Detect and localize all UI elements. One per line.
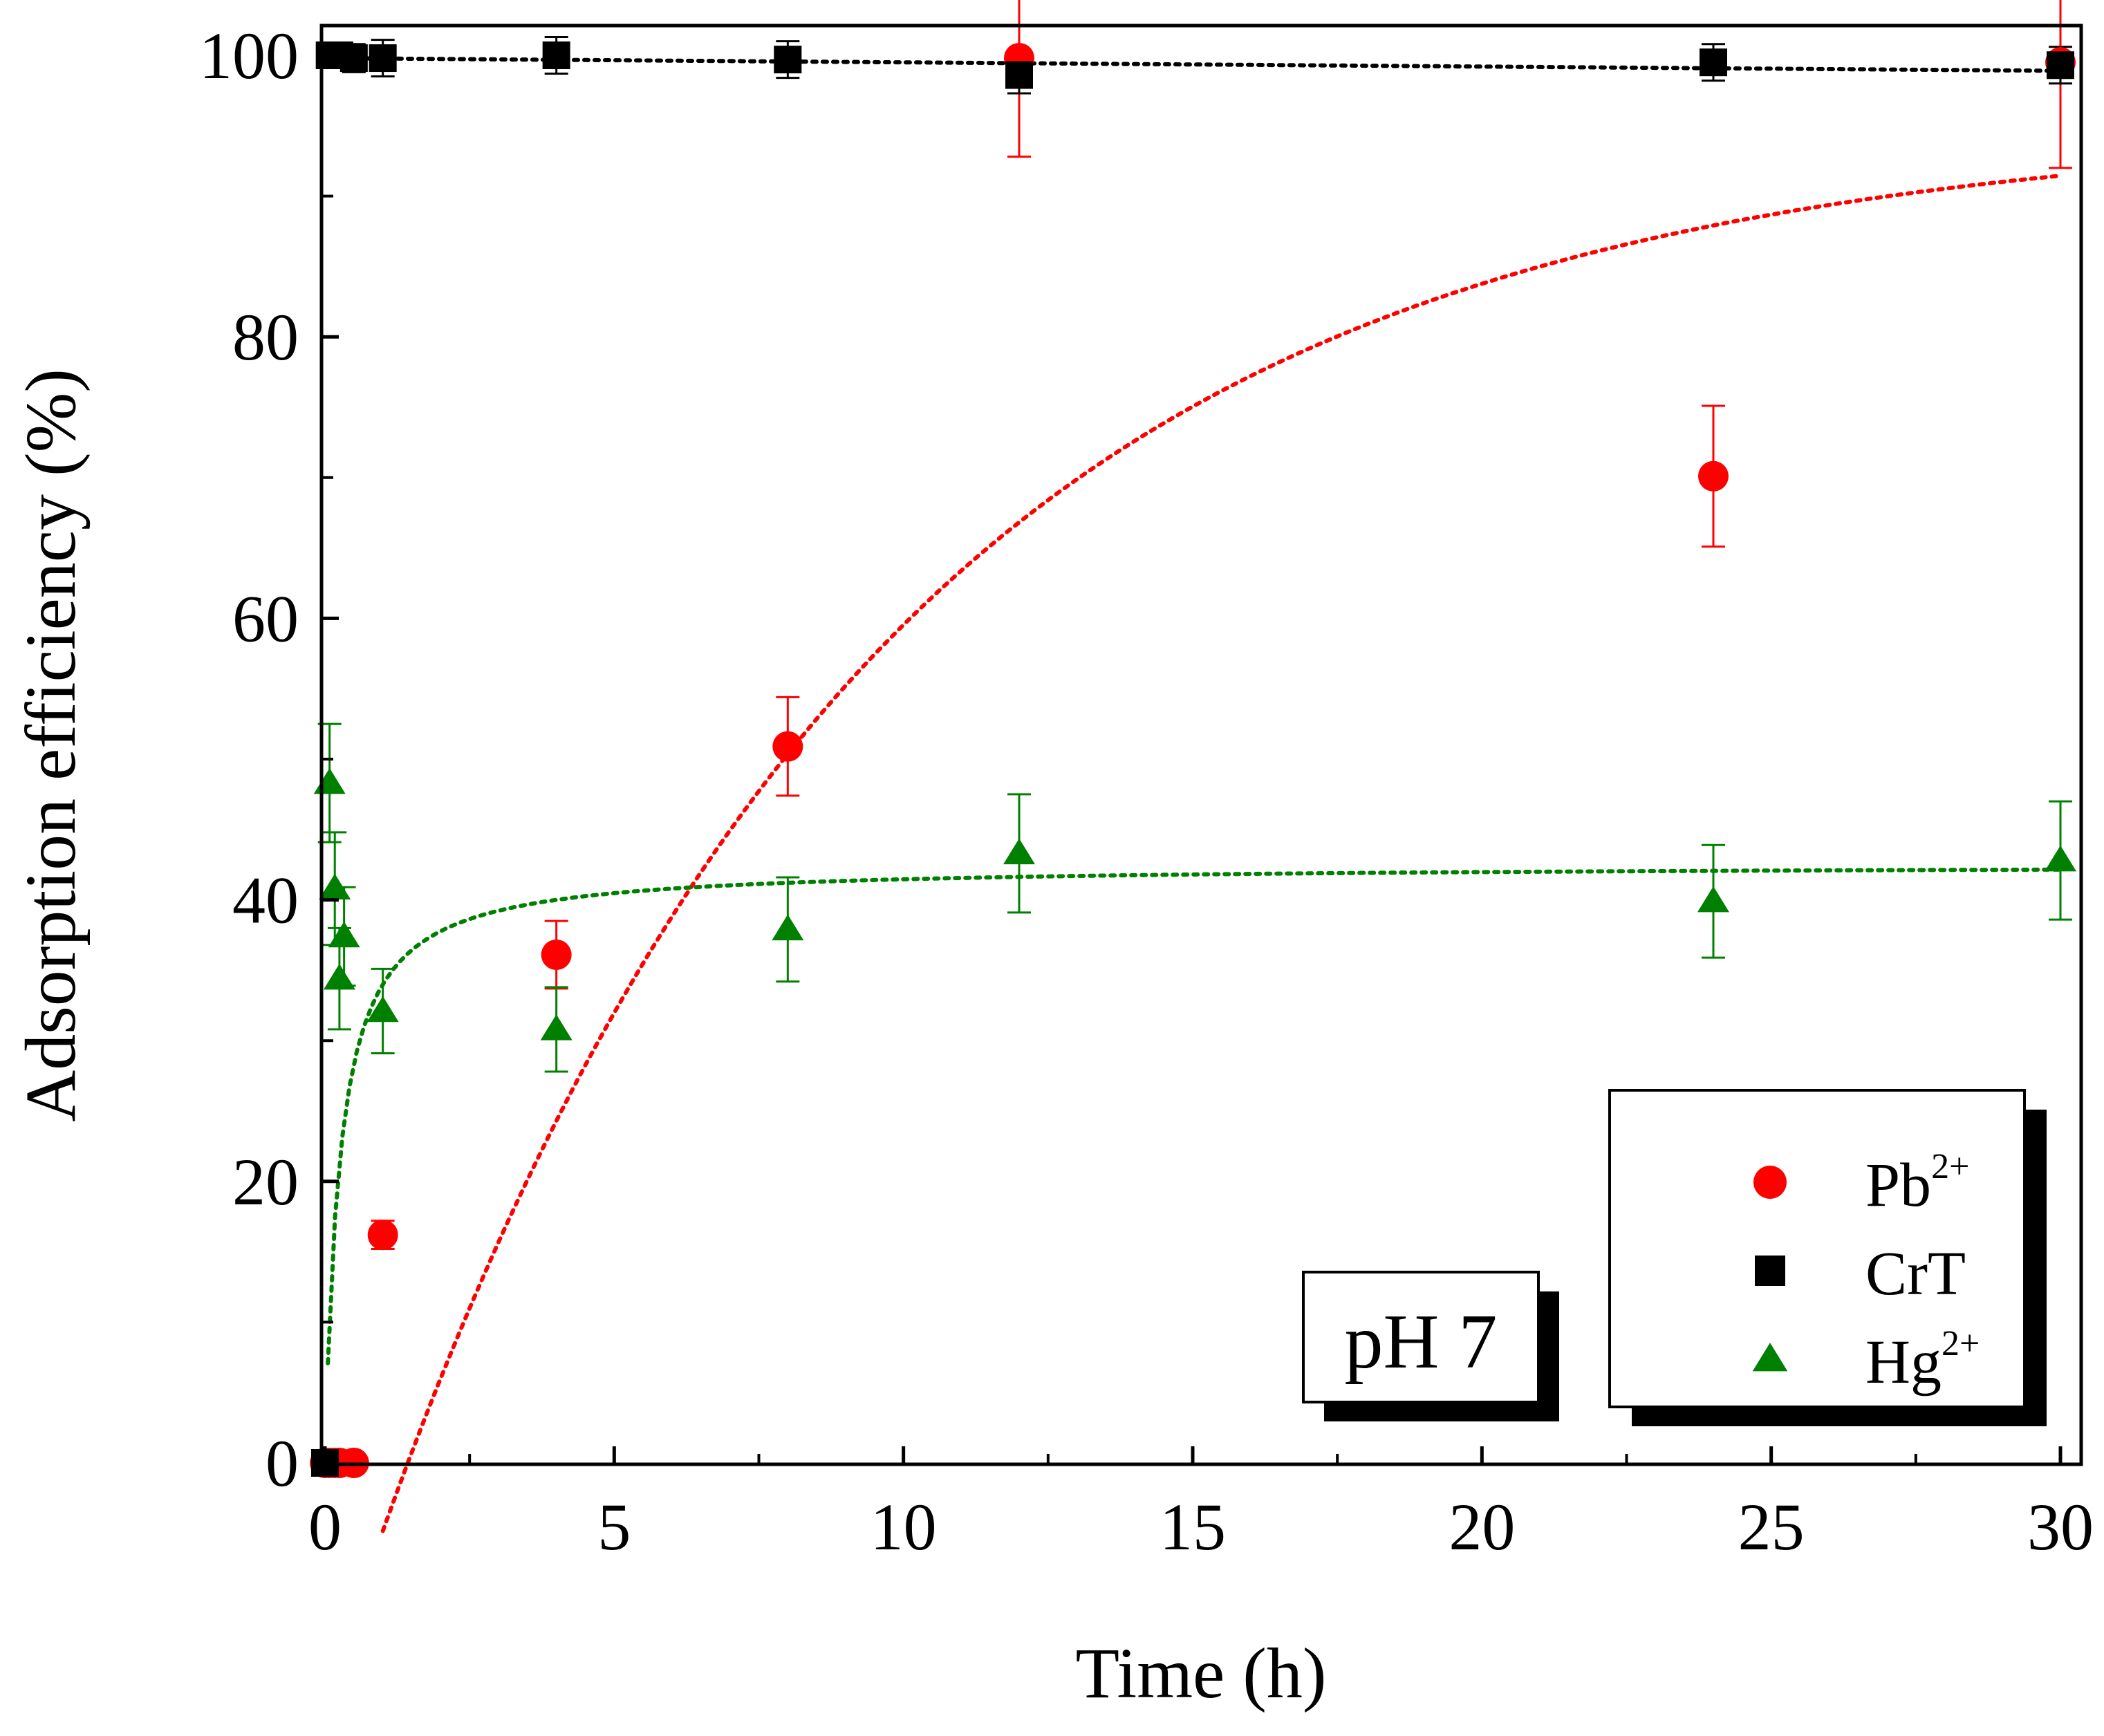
- data-point-pb: [541, 940, 572, 971]
- data-point-hg: [772, 914, 804, 941]
- fit-curve-crt: [323, 56, 2063, 73]
- legend-marker-crt: [1755, 1256, 1785, 1286]
- fit-curve-pb: [380, 174, 2063, 1533]
- data-point-hg: [1003, 838, 1035, 865]
- data-point-crt: [2047, 51, 2074, 80]
- data-point-pb: [1698, 460, 1729, 492]
- y-tick-label: 0: [266, 1426, 299, 1500]
- y-tick-label: 40: [232, 864, 299, 937]
- data-point-crt: [1005, 61, 1033, 89]
- annotation-box: pH 7: [1302, 1271, 1559, 1421]
- legend-superscript: 2+: [1931, 1147, 1969, 1186]
- legend-label-crt: CrT: [1865, 1240, 1966, 1308]
- plot-frame: [319, 24, 2083, 1466]
- y-tick-label: 20: [232, 1145, 299, 1219]
- x-tick-label: 15: [1160, 1490, 1226, 1564]
- y-tick-label: 100: [199, 19, 299, 93]
- data-point-hg: [540, 1014, 572, 1040]
- x-tick-label: 20: [1449, 1490, 1515, 1564]
- x-tick-label: 30: [2027, 1490, 2094, 1564]
- data-point-hg: [1697, 886, 1729, 913]
- data-point-pb: [772, 731, 803, 762]
- data-point-hg: [328, 921, 360, 948]
- error-bars: [317, 0, 2072, 1251]
- data-point-hg: [319, 873, 351, 900]
- data-point-hg: [313, 767, 346, 794]
- annotation-label: pH 7: [1345, 1299, 1498, 1385]
- data-point-crt: [369, 44, 397, 73]
- data-point-pb: [367, 1220, 398, 1251]
- legend-marker-hg: [1752, 1343, 1788, 1372]
- x-tick-label: 25: [1738, 1490, 1805, 1564]
- legend-superscript: 2+: [1942, 1324, 1980, 1363]
- data-point-crt: [542, 41, 570, 69]
- legend-marker-pb: [1753, 1166, 1787, 1199]
- x-tick-label: 10: [871, 1490, 937, 1564]
- axes: 0 5 10 15 20 25 30 0 20 40 60 80 100: [199, 19, 2094, 1564]
- y-axis-title: Adsorption efficiency (%): [11, 368, 91, 1122]
- x-tick-label: 0: [308, 1490, 342, 1564]
- y-tick-label: 60: [232, 581, 299, 655]
- data-point-crt: [774, 46, 802, 74]
- x-tick-label: 5: [597, 1490, 631, 1564]
- data-point-hg: [2045, 845, 2076, 872]
- fit-curves: [323, 56, 2063, 1533]
- data-point-hg: [366, 996, 399, 1023]
- fit-curve-hg: [326, 867, 2063, 1365]
- data-point-crt: [339, 44, 368, 73]
- y-tick-label: 80: [232, 300, 299, 374]
- data-point-hg: [323, 963, 355, 990]
- data-point-crt: [1700, 48, 1727, 77]
- x-axis-title: Time (h): [1075, 1634, 1326, 1713]
